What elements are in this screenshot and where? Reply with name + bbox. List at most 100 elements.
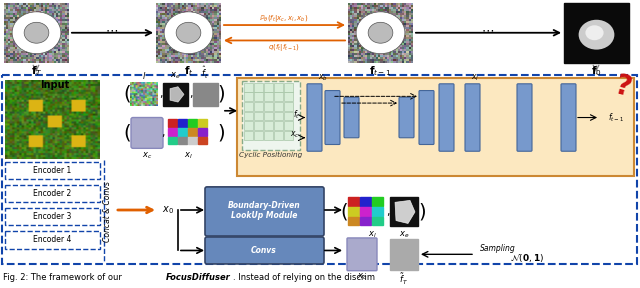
Text: (: ( — [124, 85, 131, 104]
Text: $x_c$: $x_c$ — [142, 150, 152, 161]
Ellipse shape — [368, 22, 393, 43]
Ellipse shape — [176, 22, 201, 43]
Text: Boundary-Driven: Boundary-Driven — [228, 201, 300, 210]
Bar — [274, 112, 283, 120]
Text: ,: , — [161, 128, 164, 138]
Polygon shape — [395, 200, 415, 223]
FancyBboxPatch shape — [131, 118, 163, 148]
Text: $\tilde{f}_T$: $\tilde{f}_T$ — [399, 272, 408, 287]
FancyBboxPatch shape — [465, 84, 480, 151]
Text: $x_b$: $x_b$ — [318, 72, 328, 83]
Text: Fig. 2: The framework of our: Fig. 2: The framework of our — [3, 273, 125, 282]
Text: $\cdots$: $\cdots$ — [481, 23, 495, 36]
Bar — [254, 92, 263, 101]
Text: $\mathcal{N}(\mathbf{0},\mathbf{1})$: $\mathcal{N}(\mathbf{0},\mathbf{1})$ — [510, 252, 544, 264]
Text: ,: , — [387, 207, 390, 217]
Bar — [244, 121, 253, 130]
FancyBboxPatch shape — [344, 97, 359, 138]
Bar — [188, 137, 197, 145]
Bar — [348, 207, 359, 216]
Bar — [264, 92, 273, 101]
Bar — [168, 128, 177, 136]
FancyBboxPatch shape — [242, 81, 300, 150]
Bar — [372, 207, 383, 216]
Text: ): ) — [418, 202, 426, 221]
Bar — [274, 121, 283, 130]
Bar — [274, 102, 283, 111]
Text: ): ) — [217, 124, 225, 143]
Text: ,: , — [189, 89, 193, 99]
FancyBboxPatch shape — [205, 237, 324, 264]
FancyBboxPatch shape — [5, 185, 100, 202]
Bar — [244, 131, 253, 140]
Bar — [264, 131, 273, 140]
FancyBboxPatch shape — [2, 75, 637, 264]
FancyBboxPatch shape — [325, 90, 340, 145]
Bar — [372, 217, 383, 226]
Bar — [188, 128, 197, 136]
Bar — [264, 112, 273, 120]
Bar — [564, 3, 629, 62]
Bar — [163, 83, 188, 106]
Text: $\hat{f}_t$: $\hat{f}_t$ — [201, 65, 209, 81]
Ellipse shape — [164, 12, 213, 54]
Bar — [360, 217, 371, 226]
FancyBboxPatch shape — [399, 97, 414, 138]
Polygon shape — [170, 87, 184, 102]
Ellipse shape — [24, 22, 49, 43]
Bar — [178, 120, 187, 127]
Text: $\mathbf{f}_0$: $\mathbf{f}_0$ — [591, 65, 602, 78]
Bar — [348, 217, 359, 226]
Bar — [284, 92, 293, 101]
Bar — [390, 198, 418, 226]
Bar — [198, 128, 207, 136]
Bar — [198, 120, 207, 127]
Text: Encoder 4: Encoder 4 — [33, 235, 71, 245]
FancyBboxPatch shape — [439, 84, 454, 151]
Text: $x_e$: $x_e$ — [399, 229, 409, 240]
Bar — [284, 121, 293, 130]
Text: Concat & Convs: Concat & Convs — [104, 181, 113, 242]
Bar — [284, 131, 293, 140]
FancyBboxPatch shape — [561, 84, 576, 151]
Bar — [284, 112, 293, 120]
Bar — [193, 83, 218, 106]
FancyBboxPatch shape — [237, 78, 634, 176]
Text: Sampling: Sampling — [480, 244, 516, 253]
Bar — [264, 102, 273, 111]
Bar — [264, 83, 273, 92]
Bar — [244, 83, 253, 92]
Bar — [348, 198, 359, 206]
Bar — [244, 112, 253, 120]
FancyBboxPatch shape — [307, 84, 322, 151]
FancyBboxPatch shape — [205, 187, 324, 236]
Bar — [274, 92, 283, 101]
Text: Encoder 2: Encoder 2 — [33, 189, 71, 198]
FancyBboxPatch shape — [517, 84, 532, 151]
Text: . Instead of relying on the discrim: . Instead of relying on the discrim — [233, 273, 375, 282]
Text: LookUp Module: LookUp Module — [231, 211, 297, 220]
Bar — [264, 121, 273, 130]
Bar — [198, 137, 207, 145]
Bar — [178, 137, 187, 145]
Text: $x_l$: $x_l$ — [471, 72, 479, 83]
Ellipse shape — [12, 12, 61, 54]
Text: $q(f_t|f_{t-1})$: $q(f_t|f_{t-1})$ — [268, 42, 300, 53]
Text: $l$: $l$ — [142, 70, 146, 81]
Ellipse shape — [356, 12, 405, 54]
Text: Convs: Convs — [251, 246, 277, 255]
Ellipse shape — [579, 20, 614, 50]
Bar — [244, 92, 253, 101]
Text: $\mathbf{f}_{t-1}$: $\mathbf{f}_{t-1}$ — [369, 65, 392, 78]
Text: $\mathbb{P}_{\theta}(f_t|x_c,x_l,x_b)$: $\mathbb{P}_{\theta}(f_t|x_c,x_l,x_b)$ — [259, 13, 308, 24]
Text: $\bf{?}$: $\bf{?}$ — [611, 71, 634, 102]
Ellipse shape — [586, 25, 604, 40]
Bar — [284, 102, 293, 111]
Text: Encoder 1: Encoder 1 — [33, 166, 71, 175]
Bar — [254, 121, 263, 130]
Bar — [254, 131, 263, 140]
Bar — [254, 83, 263, 92]
Bar — [274, 83, 283, 92]
Text: Cyclic Positioning: Cyclic Positioning — [239, 152, 303, 158]
Text: $\mathbf{f}_t$: $\mathbf{f}_t$ — [184, 65, 193, 78]
